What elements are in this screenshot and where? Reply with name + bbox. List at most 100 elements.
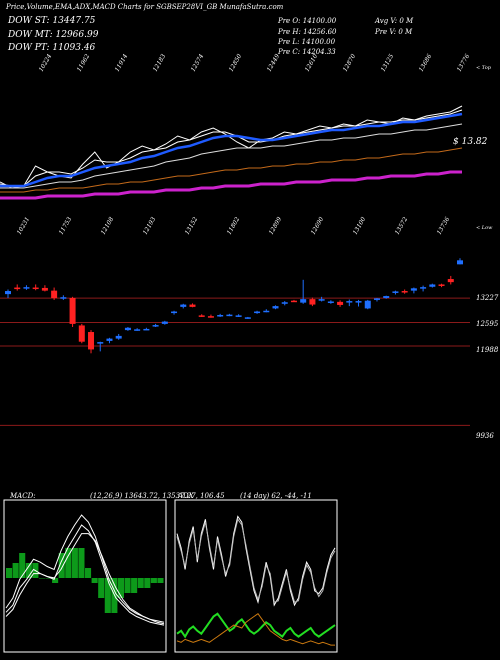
price-top-label-2: 11753 xyxy=(58,216,74,236)
pre-volume: Pre V: 0 M xyxy=(375,28,413,36)
candle-body xyxy=(355,301,362,303)
macd-hist-bar xyxy=(19,553,26,578)
candle-body xyxy=(23,287,30,289)
adx-title: ADX xyxy=(178,492,194,500)
candle-body xyxy=(300,299,307,303)
candle-body xyxy=(134,329,141,331)
candle-body xyxy=(244,317,251,319)
macd-hist-bar xyxy=(6,568,13,578)
candle-body xyxy=(401,291,408,293)
candle-body xyxy=(217,315,224,317)
price-top-label-8: 12690 xyxy=(310,216,326,236)
macd-hist-bar xyxy=(117,578,124,598)
ema-top-label-9: 12870 xyxy=(342,53,358,73)
ema-top-label-2: 11962 xyxy=(76,53,92,73)
candle-body xyxy=(32,287,39,290)
macd-hist-bar xyxy=(98,578,105,598)
macd-hist-bar xyxy=(85,568,92,578)
macd-hist-bar xyxy=(12,563,19,578)
candle-body xyxy=(161,321,168,324)
adx-line-4 xyxy=(176,613,335,646)
candle-body xyxy=(124,327,131,331)
macd-hist-bar xyxy=(131,578,138,593)
macd-hist-bar xyxy=(25,563,32,578)
adx-lines xyxy=(176,515,336,646)
ema-line-4 xyxy=(0,123,463,189)
candle-body xyxy=(373,298,380,300)
ema-top-label-6: 12850 xyxy=(228,53,244,73)
ema-line-2 xyxy=(0,109,463,187)
pre-low: Pre L: 14100.00 xyxy=(278,38,336,46)
macd-histogram xyxy=(6,548,164,613)
candle-body xyxy=(438,284,445,286)
candle-body xyxy=(14,287,21,290)
candle-body xyxy=(272,306,279,309)
candle-body xyxy=(318,299,325,301)
candle-body xyxy=(364,300,371,309)
ema-top-label-1: 10224 xyxy=(38,53,54,73)
price-top-label-10: 13572 xyxy=(394,216,410,236)
price-top-label-9: 13100 xyxy=(352,216,368,236)
candle-body xyxy=(420,287,427,289)
macd-hist-bar xyxy=(157,578,164,583)
price-top-label-6: 11802 xyxy=(226,216,242,236)
ema-top-label-10: 13125 xyxy=(380,53,396,73)
adx-line-1 xyxy=(176,515,336,607)
macd-hist-bar xyxy=(150,578,157,583)
chart-title: Price,Volume,EMA,ADX,MACD Charts for SGB… xyxy=(6,3,284,11)
macd-params: (12,26,9) 13643.72, 13537.27, 106.45 xyxy=(90,492,225,500)
sr-label-2: 12595 xyxy=(476,320,499,328)
candle-body xyxy=(309,299,316,305)
ema-top-label-3: 11914 xyxy=(114,53,130,73)
ema-top-label-12: 13776 xyxy=(456,53,472,73)
adx-panel-frame xyxy=(174,499,338,653)
macd-title: MACD: xyxy=(10,492,36,500)
candle-body xyxy=(410,288,417,291)
candle-body xyxy=(97,342,104,344)
macd-hist-bar xyxy=(45,578,52,579)
candle-body xyxy=(457,260,463,265)
sr-label-1: 13227 xyxy=(476,294,499,302)
ema-top-label: < Top xyxy=(476,65,491,71)
macd-panel-frame xyxy=(3,499,167,653)
candle-body xyxy=(5,291,11,295)
candlestick-panel xyxy=(5,258,463,354)
candle-body xyxy=(69,297,76,324)
pre-open: Pre O: 14100.00 xyxy=(278,17,337,25)
candle-body xyxy=(152,325,159,327)
candle-body xyxy=(189,304,196,307)
candle-body xyxy=(41,287,48,291)
dow-st-label: DOW ST: 13447.75 xyxy=(8,16,96,26)
macd-hist-bar xyxy=(52,578,59,583)
dow-mt-label: DOW MT: 12966.99 xyxy=(8,30,99,40)
pre-close: Pre C: 14204.33 xyxy=(278,48,336,56)
pre-high: Pre H: 14256.60 xyxy=(278,28,337,36)
macd-hist-bar xyxy=(104,578,111,613)
candle-body xyxy=(429,284,436,287)
macd-line-2 xyxy=(5,533,165,625)
adx-params: (14 day) 62, -44, -11 xyxy=(240,492,312,500)
candle-body xyxy=(327,301,334,303)
candle-body xyxy=(198,315,205,317)
macd-line-3 xyxy=(5,514,165,623)
adx-line-3 xyxy=(176,612,336,639)
ema-top-label-11: 13686 xyxy=(418,53,434,73)
sr-label-4: 9936 xyxy=(476,432,494,440)
candle-body xyxy=(346,301,353,303)
candle-body xyxy=(392,291,399,293)
ema-line-6 xyxy=(0,170,462,200)
macd-hist-bar xyxy=(71,548,78,578)
macd-hist-bar xyxy=(58,553,65,578)
macd-line-1 xyxy=(5,524,165,626)
macd-hist-bar xyxy=(144,578,151,588)
candle-body xyxy=(106,338,113,341)
price-low-label: < Low xyxy=(476,225,493,231)
dow-pt-label: DOW PT: 11093.46 xyxy=(8,43,96,53)
macd-lines xyxy=(5,514,165,626)
avg-volume: Avg V: 0 M xyxy=(375,17,414,25)
candle-body xyxy=(78,325,85,342)
candle-body xyxy=(180,304,187,307)
candle-body xyxy=(290,300,297,303)
candle-body xyxy=(337,301,344,305)
